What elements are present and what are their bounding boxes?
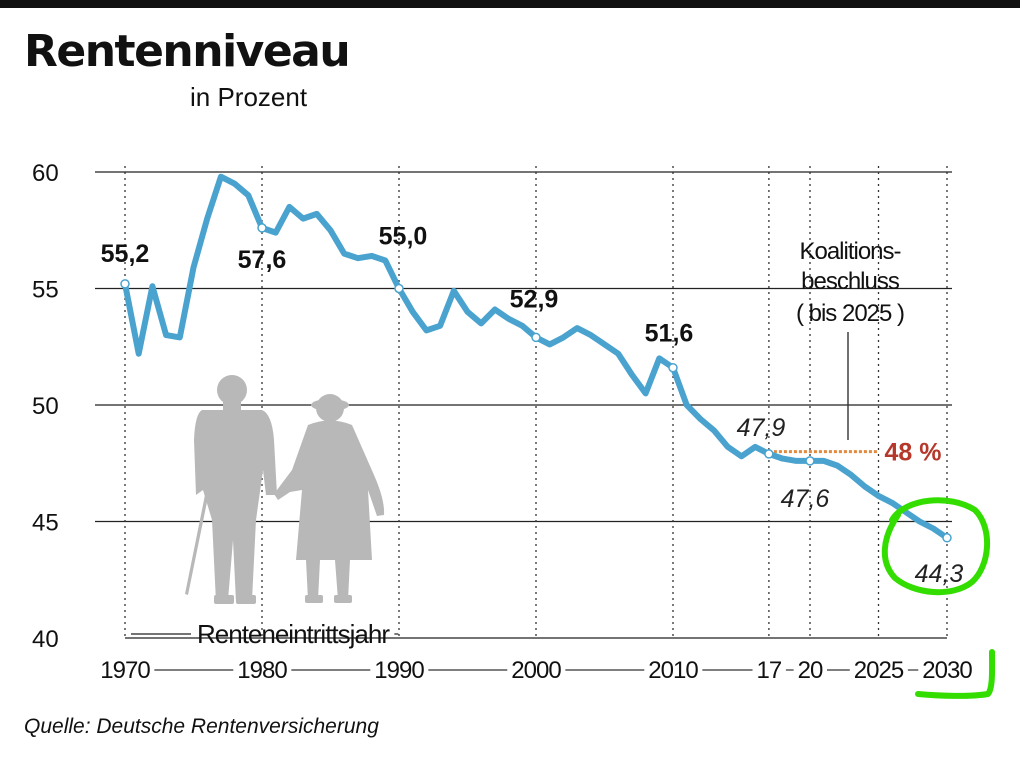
highlight-marker — [881, 497, 996, 699]
data-point-2017 — [764, 449, 774, 459]
axis-layer: 40 45 50 55 60 1970 1980 1990 2000 2010 17 20 2025 20… — [32, 160, 973, 684]
label-layer: 48 % Koalitions-beschluss ( bis 2025 ) 55,2… — [101, 223, 964, 588]
data-label-2000: 52,9 — [510, 285, 559, 313]
y-tick-label-60: 60 — [32, 160, 59, 187]
x-tick-label-1990: 1990 — [374, 657, 424, 684]
data-label-2020: 47,6 — [781, 485, 830, 513]
y-tick-label-40: 40 — [32, 626, 59, 653]
data-point-2010 — [668, 362, 678, 373]
data-label-2017: 47,9 — [737, 414, 786, 442]
target-label: 48 % — [885, 439, 942, 467]
y-tick-label-45: 45 — [32, 510, 59, 537]
data-label-2030: 44,3 — [915, 560, 964, 588]
marks-layer — [120, 173, 952, 543]
data-point-1980 — [257, 223, 267, 233]
x-tick-label-1970: 1970 — [100, 657, 150, 684]
x-tick-label-2030: 2030 — [922, 657, 972, 684]
data-point-1990 — [394, 283, 404, 294]
elderly-couple-silhouette — [185, 375, 385, 604]
x-tick-label-2020: 20 — [798, 657, 823, 684]
x-tick-label-2017: 17 — [757, 657, 782, 684]
source-note: Quelle: Deutsche Rentenversicherung — [24, 715, 379, 738]
x-axis-title: Renteneintrittsjahr — [197, 619, 390, 649]
x-tick-label-1980: 1980 — [237, 657, 287, 684]
data-label-1990: 55,0 — [379, 223, 428, 251]
data-point-2000 — [531, 332, 541, 343]
x-tick-label-2000: 2000 — [511, 657, 561, 684]
top-rule — [0, 0, 1020, 8]
data-point-2020 — [805, 456, 815, 466]
grid-layer — [95, 166, 952, 638]
x-tick-label-2010: 2010 — [648, 657, 698, 684]
data-label-1970: 55,2 — [101, 240, 150, 268]
annotation-line-1: Koalitions- — [799, 238, 900, 265]
data-label-1980: 57,6 — [238, 246, 287, 274]
chart-title: Rentenniveau — [24, 26, 351, 77]
annotation-line-2: beschluss — [801, 268, 900, 295]
chart-subtitle: in Prozent — [190, 82, 308, 112]
y-tick-label-55: 55 — [32, 277, 59, 304]
data-point-2030 — [942, 533, 952, 543]
y-tick-label-50: 50 — [32, 393, 59, 420]
x-tick-label-2025: 2025 — [854, 657, 904, 684]
data-point-1970 — [120, 279, 130, 289]
annotation-line-3: ( bis 2025 ) — [796, 300, 904, 327]
data-label-2010: 51,6 — [645, 320, 694, 348]
